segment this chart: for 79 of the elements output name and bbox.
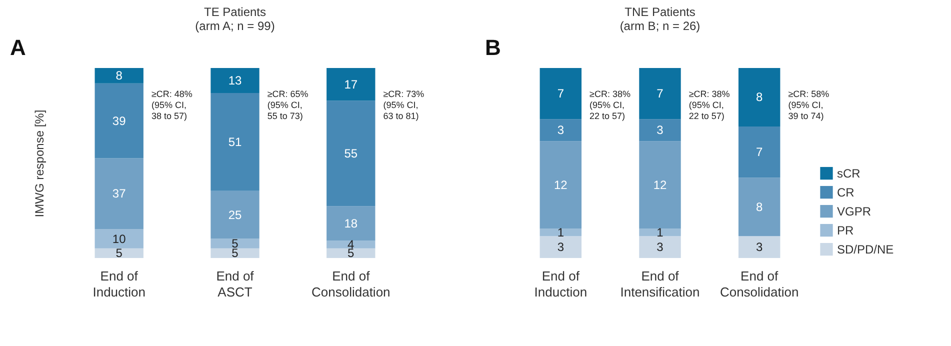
data-label: 3 xyxy=(656,240,664,254)
data-label: 8 xyxy=(116,68,123,83)
legend-label: VGPR xyxy=(837,204,872,218)
data-label: 18 xyxy=(344,216,358,230)
y-axis-title: IMWG response [%] xyxy=(32,110,46,218)
data-label: 5 xyxy=(232,246,239,260)
bar xyxy=(94,229,144,248)
bar xyxy=(210,190,260,239)
bar xyxy=(639,68,681,120)
data-label: 39 xyxy=(112,114,126,128)
legend-label: CR xyxy=(837,185,855,200)
bar xyxy=(639,236,681,258)
bar xyxy=(210,248,260,258)
x-tick-label: End of Induction xyxy=(534,268,588,300)
annotation: ≥CR: 38% (95% CI, 22 to 57) xyxy=(590,89,630,121)
bar xyxy=(639,141,681,229)
x-tick-label: End of Consolidation xyxy=(720,268,799,300)
data-label: 12 xyxy=(554,178,568,192)
bar xyxy=(738,68,780,126)
chart-subtitle: (arm A; n = 99) xyxy=(195,19,275,33)
data-label: 1 xyxy=(656,225,664,240)
data-label: 3 xyxy=(656,123,664,138)
data-label: 3 xyxy=(756,240,763,254)
x-tick-label: End of Intensification xyxy=(620,268,700,300)
bar xyxy=(94,158,144,230)
data-label: 10 xyxy=(112,232,126,246)
data-label: 7 xyxy=(656,86,664,101)
text: A xyxy=(10,35,26,60)
legend-label: sCR xyxy=(837,166,861,180)
bar xyxy=(738,178,780,236)
bar xyxy=(540,68,582,120)
data-label: 1 xyxy=(557,225,564,240)
bar xyxy=(639,228,681,236)
chart-title: TNE Patients xyxy=(624,5,696,19)
bar xyxy=(210,238,260,248)
data-label: 3 xyxy=(557,240,564,254)
x-tick-label: End of Consolidation xyxy=(312,268,390,300)
bar xyxy=(540,119,582,142)
data-label: 7 xyxy=(557,86,564,101)
x-tick-label: End of Induction xyxy=(92,268,146,300)
chart-subtitle: (arm B; n = 26) xyxy=(620,19,700,33)
annotation: ≥CR: 38% (95% CI, 22 to 57) xyxy=(688,89,730,121)
bar xyxy=(326,248,376,258)
bar xyxy=(326,240,376,248)
data-label: 55 xyxy=(344,146,358,160)
text: B xyxy=(485,35,501,60)
data-label: 17 xyxy=(344,77,358,92)
data-label: 37 xyxy=(112,186,126,201)
bar xyxy=(738,236,780,258)
bar xyxy=(326,100,376,206)
annotation: ≥CR: 48% (95% CI, 38 to 57) xyxy=(151,89,192,121)
bar xyxy=(738,126,780,178)
legend-label: SD/PD/NE xyxy=(837,242,894,256)
bar xyxy=(540,228,582,236)
data-label: 5 xyxy=(116,246,123,260)
data-label: 13 xyxy=(228,73,242,88)
bar xyxy=(326,68,376,101)
bar xyxy=(94,248,144,258)
bar xyxy=(326,206,376,241)
bar xyxy=(540,141,582,229)
bar xyxy=(639,119,681,142)
bar xyxy=(210,68,260,93)
legend-label: PR xyxy=(837,223,854,238)
data-label: 3 xyxy=(557,123,564,138)
data-label: 51 xyxy=(228,134,242,149)
chart-title: TE Patients xyxy=(204,5,266,19)
data-label: 25 xyxy=(228,208,242,222)
annotation: ≥CR: 58% (95% CI, 39 to 74) xyxy=(788,89,830,121)
data-label: 8 xyxy=(756,200,763,214)
bar xyxy=(94,83,144,158)
bar xyxy=(210,92,260,191)
data-label: 8 xyxy=(756,90,763,104)
annotation: ≥CR: 73% (95% CI, 63 to 81) xyxy=(383,89,424,121)
annotation: ≥CR: 65% (95% CI, 55 to 73) xyxy=(267,89,308,121)
data-label: 7 xyxy=(756,145,763,160)
x-tick-label: End of ASCT xyxy=(216,268,254,300)
bar xyxy=(94,68,144,84)
data-label: 12 xyxy=(653,178,667,192)
bar xyxy=(540,236,582,258)
